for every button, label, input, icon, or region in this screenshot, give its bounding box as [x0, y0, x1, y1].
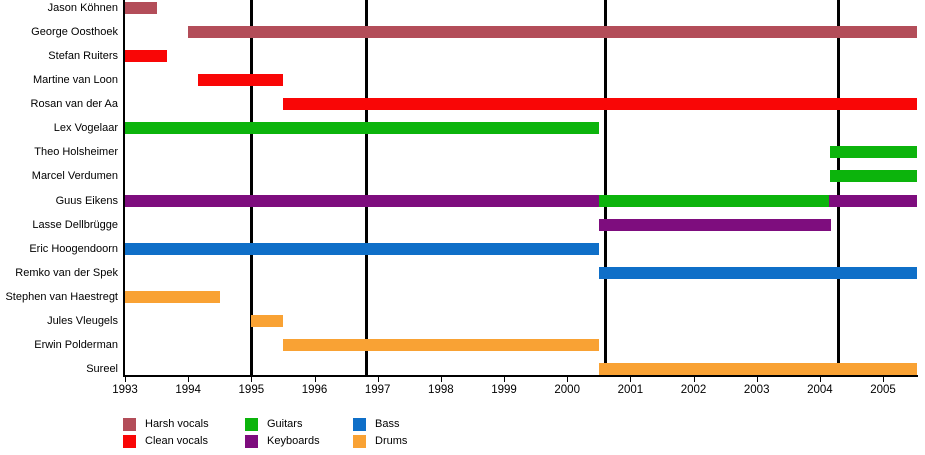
x-tick-label: 1999: [491, 384, 517, 396]
timeline-bar-drums: [282, 338, 599, 351]
member-label: Martine van Loon: [33, 74, 118, 87]
member-label: Stephen van Haestregt: [5, 290, 118, 303]
event-line: [364, 0, 368, 375]
member-label: Remko van der Spek: [15, 266, 118, 279]
x-tick-label: 1995: [238, 384, 265, 396]
x-tick-label: 1994: [175, 384, 201, 396]
x-tick: [756, 377, 758, 382]
legend-swatch-clean: [123, 435, 136, 448]
member-label: Marcel Verdumen: [31, 170, 118, 183]
legend-label-drums: Drums: [375, 435, 408, 447]
x-tick: [440, 377, 442, 382]
x-tick-label: 2005: [870, 384, 896, 396]
member-label: Theo Holsheimer: [34, 146, 118, 159]
event-line: [249, 0, 253, 375]
member-label: Rosan van der Aa: [30, 98, 118, 111]
timeline-bar-guitars: [125, 122, 599, 135]
timeline-bar-drums: [598, 363, 918, 376]
x-tick: [314, 377, 316, 382]
x-tick-label: 2003: [743, 384, 770, 396]
timeline-bar-bass: [125, 242, 599, 255]
member-label: Stefan Ruiters: [48, 50, 118, 63]
x-tick: [377, 377, 379, 382]
y-axis-line: [123, 0, 125, 377]
timeline-bar-clean: [282, 98, 918, 111]
x-tick-label: 2001: [617, 384, 644, 396]
x-tick-label: 2002: [680, 384, 707, 396]
x-tick: [819, 377, 821, 382]
timeline-bar-guitars: [598, 194, 829, 207]
timeline-bar-clean: [125, 50, 168, 63]
member-label: Lasse Dellbrügge: [32, 218, 118, 231]
x-tick-label: 1993: [112, 384, 138, 396]
timeline-bar-guitars: [829, 146, 918, 159]
timeline-bar-harsh: [125, 2, 157, 14]
legend-swatch-drums: [353, 435, 366, 448]
member-label: Guus Eikens: [55, 194, 118, 207]
member-label: Eric Hoogendoorn: [29, 242, 118, 255]
member-label: Jason Köhnen: [47, 2, 118, 14]
member-label: Lex Vogelaar: [53, 122, 118, 135]
member-label: George Oosthoek: [31, 26, 118, 39]
x-tick-label: 1996: [301, 384, 328, 396]
x-tick-label: 2004: [807, 384, 833, 396]
legend-swatch-harsh: [123, 418, 136, 431]
timeline-bar-bass: [598, 266, 918, 279]
legend-label-bass: Bass: [375, 418, 400, 430]
timeline-bar-keyboards: [125, 194, 599, 207]
timeline-bar-clean: [197, 74, 283, 87]
timeline-bar-drums: [125, 290, 220, 303]
event-line: [604, 0, 608, 375]
legend-swatch-bass: [353, 418, 366, 431]
x-tick: [693, 377, 695, 382]
x-tick: [188, 377, 190, 382]
x-tick-label: 2000: [554, 384, 580, 396]
member-label: Jules Vleugels: [47, 314, 118, 327]
legend-swatch-guitars: [245, 418, 258, 431]
timeline-bar-keyboards: [598, 218, 831, 231]
x-tick: [125, 377, 126, 382]
x-tick: [567, 377, 569, 382]
x-tick: [883, 377, 885, 382]
x-tick-label: 1998: [428, 384, 454, 396]
timeline-bar-harsh: [188, 26, 918, 39]
x-tick: [630, 377, 632, 382]
x-axis-line: [123, 375, 918, 377]
timeline-bar-guitars: [829, 170, 918, 183]
x-tick: [251, 377, 253, 382]
legend-label-harsh: Harsh vocals: [145, 418, 209, 430]
legend-swatch-keyboards: [245, 435, 258, 448]
legend-label-clean: Clean vocals: [145, 435, 208, 447]
x-tick-label: 1997: [364, 384, 391, 396]
legend-label-keyboards: Keyboards: [267, 435, 320, 447]
legend-label-guitars: Guitars: [267, 418, 303, 430]
timeline-bar-keyboards: [828, 194, 918, 207]
member-label: Erwin Polderman: [34, 338, 118, 351]
member-label: Sureel: [86, 363, 118, 376]
event-line: [836, 0, 840, 375]
x-tick: [504, 377, 506, 382]
timeline-bar-drums: [251, 314, 283, 327]
